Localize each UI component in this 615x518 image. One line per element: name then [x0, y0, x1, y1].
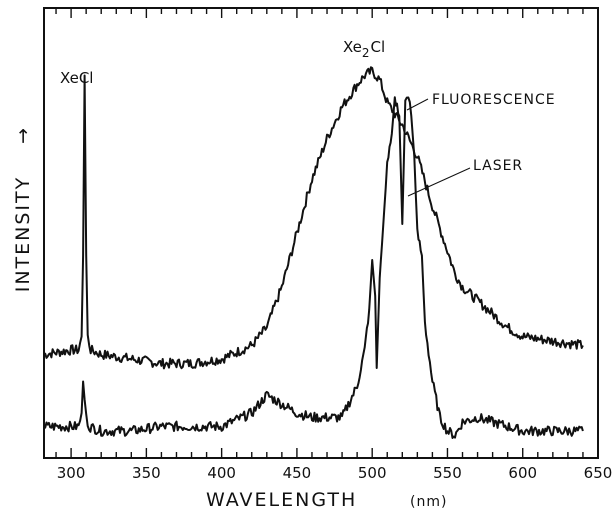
peak-label-xe2cl-suffix: Cl: [370, 38, 385, 56]
plot-frame: [43, 7, 599, 459]
x-tick-label: 650: [584, 464, 613, 482]
x-tick-label: 300: [57, 464, 86, 482]
x-tick-label: 600: [508, 464, 537, 482]
peak-label-xe2cl-prefix: Xe: [343, 38, 362, 56]
series-layer: [43, 66, 584, 439]
x-tick-label: 550: [433, 464, 462, 482]
x-axis-unit: (nm): [410, 494, 447, 510]
x-tick-labels: 300 350 400 450 500 550 600 650: [57, 464, 613, 482]
y-axis-label-arrow: →: [12, 126, 34, 144]
peak-label-xecl: XeCl: [60, 69, 93, 87]
y-axis-label: INTENSITY →: [12, 126, 34, 292]
peak-label-xe2cl-subscript: 2: [362, 46, 370, 60]
series-line-laser: [43, 96, 584, 439]
x-tick-label: 450: [283, 464, 312, 482]
laser-leader-line: [407, 167, 471, 197]
axis-ticks: [55, 8, 584, 458]
x-tick-label: 500: [358, 464, 387, 482]
fluorescence-leader-line: [406, 98, 429, 111]
fluorescence-annotation: FLUORESCENCE: [432, 92, 556, 108]
x-axis-label: WAVELENGTH: [206, 489, 357, 511]
peak-label-xe2cl: Xe2Cl: [343, 38, 385, 60]
x-tick-label: 350: [132, 464, 161, 482]
x-tick-label: 400: [207, 464, 236, 482]
y-axis-label-text: INTENSITY: [12, 176, 34, 293]
laser-annotation: LASER: [473, 158, 523, 174]
series-line-fluorescence: [43, 66, 584, 370]
